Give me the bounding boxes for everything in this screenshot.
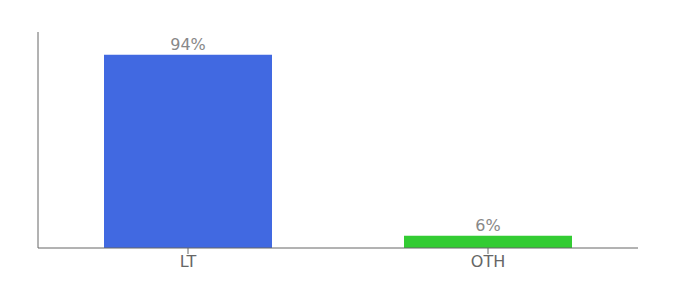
svg-text:OTH: OTH <box>471 252 505 271</box>
svg-text:94%: 94% <box>170 35 206 54</box>
svg-text:6%: 6% <box>475 216 500 235</box>
svg-text:LT: LT <box>180 252 197 271</box>
